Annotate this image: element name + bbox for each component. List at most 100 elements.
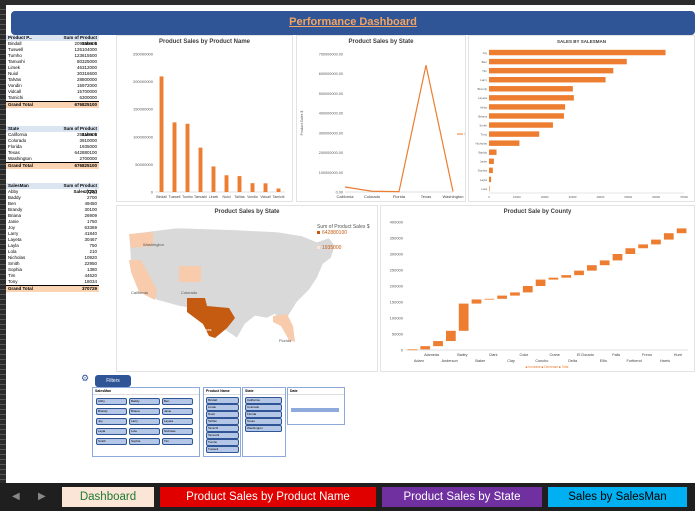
filters-button[interactable]: Filters	[95, 375, 131, 387]
pivot-table-salesman[interactable]: SalesMan Sum of Product Sales (Qty) Abby 27…	[6, 183, 99, 292]
waterfall-bar	[548, 277, 559, 280]
tab-dashboard[interactable]: Dashboard	[62, 487, 154, 507]
pivot-table-product[interactable]: Product P... Sum of Product Sales $ Bindal…	[6, 35, 99, 108]
pivot-table-state[interactable]: State Sum of Product Sales $ California 254…	[6, 126, 99, 169]
pivot-row[interactable]: Vidcall 15700000	[8, 89, 97, 94]
pivot-row[interactable]: Tony 18034	[8, 279, 97, 284]
slicer-item-smith[interactable]: Smith	[96, 438, 127, 445]
pivot-row[interactable]: California 25410000	[8, 132, 97, 137]
slicer-item-abby[interactable]: Abby	[96, 398, 127, 405]
timeline-bar[interactable]	[291, 408, 339, 412]
pivot-row[interactable]: Tumho 123615500	[8, 53, 97, 58]
slicer-salesman[interactable]: SalesMan Abby Baddy Ben Brandy Briana Ja…	[92, 387, 200, 457]
slicer-item-tim[interactable]: Tim	[162, 438, 193, 445]
x-tick-label: Colorado	[364, 194, 381, 199]
pivot-row[interactable]: Briana 26909	[8, 213, 97, 218]
slicer-item-layla[interactable]: Layla	[96, 428, 127, 435]
bar	[250, 183, 255, 192]
pivot-row[interactable]: Abby 27320	[8, 189, 97, 194]
slicer-item[interactable]: Texas	[245, 418, 282, 425]
pivot-row[interactable]: Tim 44620	[8, 273, 97, 278]
slicer-item-sophia[interactable]: Sophia	[129, 438, 160, 445]
pivot-row[interactable]: Bindall 209380000	[8, 41, 97, 46]
pivot-row[interactable]: Sophia 1380	[8, 267, 97, 272]
pivot-row[interactable]: Layla 750	[8, 243, 97, 248]
pivot-header[interactable]: State Sum of Product Sales $	[6, 126, 99, 137]
slicer-state[interactable]: State California Colorado Florida Texas …	[242, 387, 286, 457]
tab-product-sales-by-product-name[interactable]: Product Sales by Product Name	[160, 487, 376, 507]
slicer-item-nicholas[interactable]: Nicholas	[162, 428, 193, 435]
pivot-grand-total[interactable]: Grand Total 370729	[6, 285, 99, 292]
pivot-row[interactable]: Florida 1935000	[8, 144, 97, 149]
pivot-row[interactable]: Tamushi 80325000	[8, 59, 97, 64]
slicer-item[interactable]: Tamichi	[206, 425, 239, 432]
slicer-item[interactable]: Florida	[245, 411, 282, 418]
pivot-row[interactable]: Texas 642880100	[8, 150, 97, 155]
slicer-product-name[interactable]: Product Name Bindall Lirsek Nuiol TalVas…	[203, 387, 241, 457]
slicer-item[interactable]: Colorado	[245, 404, 282, 411]
slicer-item-janie[interactable]: Janie	[162, 408, 193, 415]
pivot-row[interactable]: Joy 63369	[8, 225, 97, 230]
pivot-row[interactable]: Nuiol 30316600	[8, 71, 97, 76]
pivot-row[interactable]: Tamichi 6300000	[8, 95, 97, 100]
pivot-row[interactable]: Washington 2700000	[8, 156, 97, 161]
bar	[489, 104, 566, 110]
slicer-date-timeline[interactable]: Date	[287, 387, 345, 425]
pivot-header[interactable]: Product P... Sum of Product Sales $	[6, 35, 99, 46]
chart-salesman[interactable]: SALES BY SALESMAN Joy Ben Tim Larry Brandy La…	[468, 35, 695, 202]
y-tick-label: 250000000	[133, 52, 154, 57]
y-axis-label: Product Sales $	[300, 111, 304, 136]
tab-scroll-left-icon[interactable]: ◀	[12, 491, 20, 502]
pivot-row[interactable]: Lola 210	[8, 249, 97, 254]
bar	[263, 183, 268, 192]
pivot-row[interactable]: Smith 22950	[8, 261, 97, 266]
pivot-row[interactable]: Brandy 30100	[8, 207, 97, 212]
slicer-item[interactable]: Bindall	[206, 397, 239, 404]
slicer-item[interactable]: Lirsek	[206, 404, 239, 411]
pivot-row[interactable]: Colorado 3910000	[8, 138, 97, 143]
tab-product-sales-by-state[interactable]: Product Sales by State	[382, 487, 542, 507]
chart-state-line[interactable]: Product Sales by State 700000000.00 60000…	[296, 35, 472, 202]
pivot-row[interactable]: Ben 49450	[8, 201, 97, 206]
chart-state-map[interactable]: Product Sales by State Washington Califo…	[116, 205, 378, 372]
chart-product-sales[interactable]: Product Sales by Product Name 250000000 2…	[116, 35, 293, 202]
waterfall-bar	[445, 330, 456, 342]
slicer-item-ben[interactable]: Ben	[162, 398, 193, 405]
y-tick-label: 0.00	[336, 191, 343, 195]
pivot-row[interactable]: Layeta 30467	[8, 237, 97, 242]
slicer-item[interactable]: Tuswell	[206, 446, 239, 453]
tab-sales-by-salesman[interactable]: Sales by SalesMan	[548, 487, 687, 507]
slicer-item[interactable]: California	[245, 397, 282, 404]
slicer-item-briana[interactable]: Briana	[129, 408, 160, 415]
pivot-grand-total[interactable]: Grand Total 676825100	[6, 101, 99, 108]
slicer-item[interactable]: Washington	[245, 425, 282, 432]
slicer-header: State	[243, 388, 285, 395]
slicer-item[interactable]: TalVas	[206, 418, 239, 425]
worksheet[interactable]: Performance Dashboard Product P... Sum of…	[6, 5, 695, 483]
slicer-item-layeta[interactable]: Layeta	[162, 418, 193, 425]
pivot-row[interactable]: TalVas 28800000	[8, 77, 97, 82]
slicer-item[interactable]: Tamushi	[206, 432, 239, 439]
pivot-row[interactable]: Baddy 2700	[8, 195, 97, 200]
gear-icon[interactable]: ⚙	[81, 373, 90, 383]
pivot-row[interactable]: Larry 41840	[8, 231, 97, 236]
pivot-row[interactable]: Vondin 15972000	[8, 83, 97, 88]
slicer-item[interactable]: Nuiol	[206, 411, 239, 418]
slicer-item-lola[interactable]: Lola	[129, 428, 160, 435]
y-tick-label: Baddy	[478, 151, 487, 155]
slicer-item-joy[interactable]: Joy	[96, 418, 127, 425]
pivot-row[interactable]: Nicholas 10920	[8, 255, 97, 260]
pivot-row[interactable]: Lirsek 46312000	[8, 65, 97, 70]
slicer-item[interactable]: Tumho	[206, 439, 239, 446]
pivot-row[interactable]: Tuswell 126104000	[8, 47, 97, 52]
tab-scroll-right-icon[interactable]: ▶	[38, 491, 46, 502]
slicer-item-baddy[interactable]: Baddy	[129, 398, 160, 405]
pivot-header[interactable]: SalesMan Sum of Product Sales (Qty)	[6, 183, 99, 194]
chart-county-waterfall[interactable]: Product Sale by County 400000 350000 30000…	[380, 205, 695, 372]
chart-title: Product Sales by Product Name	[158, 39, 251, 45]
pivot-grand-total[interactable]: Grand Total 676825100	[6, 162, 99, 169]
x-tick-label: Anderson	[441, 359, 457, 363]
slicer-item-brandy[interactable]: Brandy	[96, 408, 127, 415]
pivot-row[interactable]: Janie 1750	[8, 219, 97, 224]
slicer-item-larry[interactable]: Larry	[129, 418, 160, 425]
